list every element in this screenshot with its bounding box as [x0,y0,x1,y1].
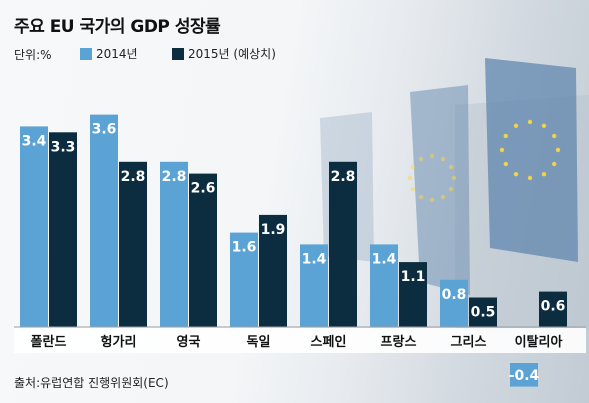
bar-value-label: 2.8 [331,169,356,185]
eu-star [552,133,557,139]
eu-stars-decoration [407,119,561,203]
category-label: 스페인 [311,334,347,350]
eu-star [513,123,519,128]
legend-swatch-2014 [80,47,92,60]
eu-star [429,153,435,159]
bar-2015 [259,214,287,327]
eu-star [407,175,413,181]
source-note: 출처:유럽연합 진행위원회(EC) [14,376,169,390]
bar-2014 [160,161,188,327]
eu-star [541,123,547,128]
bar-2015 [49,132,77,327]
legend-item-2015: 2015년 (예상치) [172,45,276,62]
bar-2015 [119,161,147,327]
eu-star [552,161,557,167]
eu-star [429,197,435,203]
bar-value-label: 1.9 [261,222,286,238]
unit-label: 단위:% [14,48,52,62]
bar-2015 [469,297,497,327]
bar-2014 [230,232,258,327]
category-label: 이탈리아 [515,334,563,350]
bar-value-label: 2.6 [191,181,216,197]
bar-value-label: 0.5 [471,305,496,321]
eu-star [499,147,505,153]
eu-star [503,161,508,167]
bar-value-label: 0.6 [541,299,566,315]
legend-swatch-2015 [172,47,184,60]
category-label: 독일 [247,335,271,350]
bar-value-label: -0.4 [509,368,540,384]
bar-value-label: 1.6 [232,240,257,256]
bar-value-label: 3.3 [51,139,76,155]
bar-value-label: 1.4 [372,251,397,267]
bar-2015 [189,173,217,327]
legend-item-2014: 2014년 [80,45,138,62]
category-band-bg [14,328,586,353]
category-label: 폴란드 [31,335,67,350]
bar-2014 [90,114,118,327]
bar-value-label: 1.4 [302,251,327,267]
category-label: 그리스 [451,334,487,350]
bar-2014 [370,244,398,327]
category-label: 프랑스 [381,335,417,350]
eu-flag-background [485,58,578,262]
bar-value-label: 3.4 [22,133,47,149]
eu-star [503,133,508,139]
bar-2015 [539,291,567,327]
eu-star [513,172,519,177]
category-label: 영국 [177,335,201,350]
eu-star [527,175,533,181]
eu-star [440,194,446,200]
bar-value-label: 3.6 [92,122,117,138]
eu-star [410,186,416,192]
eu-flag-background [410,85,470,295]
eu-star [448,164,454,170]
bar-2014 [20,126,48,328]
bar-value-label: 0.8 [442,287,467,303]
eu-star [418,194,424,200]
eu-star [410,164,416,170]
eu-star [555,147,561,153]
bar-2014 [510,363,538,387]
eu-star [527,119,533,125]
eu-star [448,186,454,192]
chart-title: 주요 EU 국가의 GDP 성장률 [14,17,221,37]
legend-label-2015: 2015년 (예상치) [188,47,276,61]
category-label: 헝가리 [101,334,137,350]
eu-star [440,156,446,162]
bar-value-label: 1.1 [401,269,426,285]
bar-group: 3.4 3.33.62.8 2.82.61.61.91.42.81.41.10.80… [20,114,567,387]
bar-2014 [300,244,328,327]
eu-star [418,156,424,162]
legend-label-2014: 2014년 [96,47,138,61]
eu-star [541,172,547,177]
category-band [14,328,586,353]
bar-2014 [440,279,468,327]
bar-value-label: 2.8 [121,169,146,185]
category-labels: 폴란드 헝가리 영국 독일 스페인 프랑스 그리스 이탈리아 [31,334,563,350]
eu-star [451,175,457,181]
bar-value-label: 2.8 [162,169,187,185]
bar-2015 [329,161,357,327]
bar-2015 [399,262,427,327]
